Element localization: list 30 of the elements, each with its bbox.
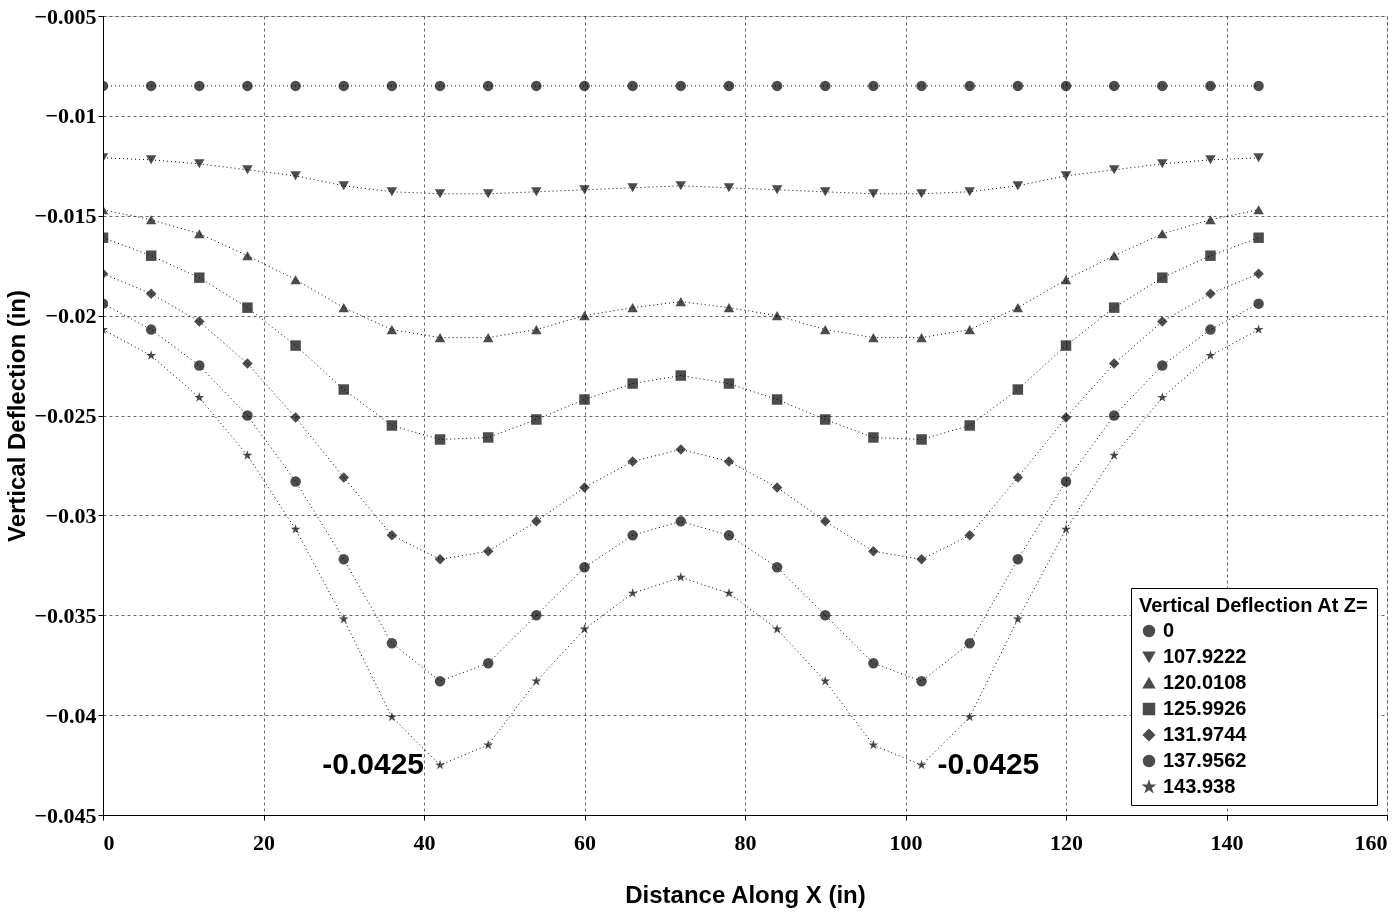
y-tick-label: −0.03 xyxy=(45,502,97,528)
x-tick-label: 120 xyxy=(1050,829,1083,855)
y-tick-label: −0.015 xyxy=(34,203,97,229)
y-tick-label: −0.005 xyxy=(34,3,97,29)
annotation: -0.0425 xyxy=(322,747,425,781)
y-tick-label: −0.045 xyxy=(34,802,97,828)
legend-title: Vertical Deflection At Z= xyxy=(1139,594,1368,616)
x-tick-label: 80 xyxy=(734,829,757,855)
legend-label: 120.0108 xyxy=(1163,671,1247,693)
legend-label: 143.938 xyxy=(1163,775,1236,797)
y-tick-label: −0.035 xyxy=(34,602,97,628)
x-tick-label: 20 xyxy=(253,829,275,855)
x-tick-label: 0 xyxy=(103,829,115,855)
legend-label: 137.9562 xyxy=(1163,749,1247,771)
x-tick-label: 100 xyxy=(889,829,923,855)
x-tick-label: 140 xyxy=(1210,829,1244,855)
annotation: -0.0425 xyxy=(937,747,1040,781)
y-tick-label: −0.04 xyxy=(45,702,97,728)
x-tick-label: 60 xyxy=(574,829,596,855)
y-axis-title: Vertical Deflection (in) xyxy=(3,289,31,543)
x-tick-label: 160 xyxy=(1354,829,1388,855)
x-axis-title: Distance Along X (in) xyxy=(625,880,866,908)
legend-label: 107.9222 xyxy=(1163,645,1247,667)
legend-label: 125.9926 xyxy=(1163,697,1247,719)
x-tick-label: 40 xyxy=(413,829,436,855)
legend-label: 0 xyxy=(1163,619,1175,641)
legend-label: 131.9744 xyxy=(1163,723,1248,745)
y-tick-label: −0.025 xyxy=(34,403,97,428)
y-tick-label: −0.02 xyxy=(45,303,97,329)
y-tick-label: −0.01 xyxy=(45,103,97,129)
